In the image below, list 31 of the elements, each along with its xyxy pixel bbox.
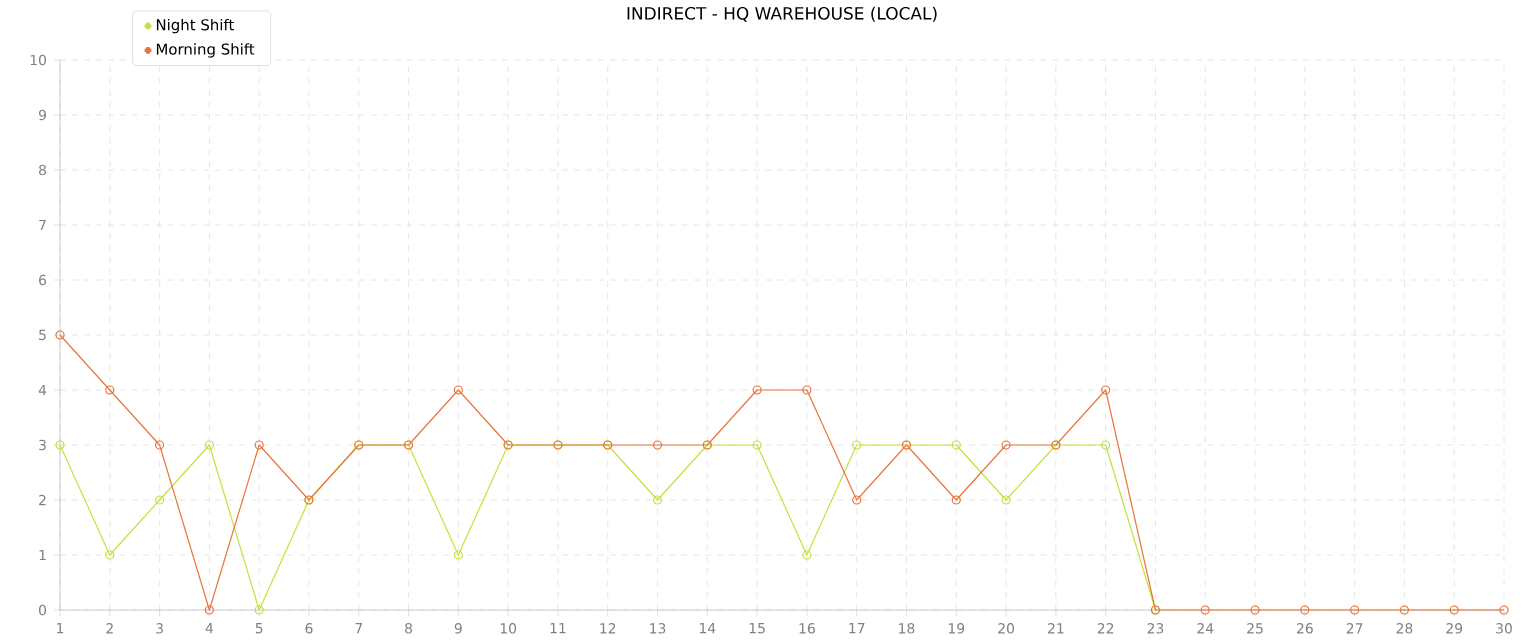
- point: [204, 440, 214, 450]
- point: [1001, 440, 1011, 450]
- point: [105, 385, 115, 395]
- point: [453, 550, 463, 560]
- point: [951, 440, 961, 450]
- point: [105, 550, 115, 560]
- point: [752, 385, 762, 395]
- chart-title: INDIRECT - HQ WAREHOUSE (LOCAL): [627, 6, 937, 22]
- point: [1200, 605, 1210, 615]
- point: [1300, 605, 1310, 615]
- point: [453, 385, 463, 395]
- point: [652, 440, 663, 450]
- point: [254, 605, 264, 615]
- point: [1350, 605, 1360, 615]
- point: [1101, 440, 1111, 450]
- point: [852, 440, 862, 450]
- point: [1250, 605, 1260, 615]
- point: [154, 495, 165, 505]
- point: [752, 440, 762, 450]
- point: [802, 550, 812, 560]
- point: [1001, 495, 1011, 505]
- point: [802, 385, 812, 395]
- point: [154, 440, 165, 450]
- point: [1399, 605, 1410, 615]
- point: [852, 495, 862, 505]
- point: [204, 605, 214, 615]
- point: [951, 495, 961, 505]
- point: [1449, 605, 1459, 615]
- point: [1101, 385, 1111, 395]
- point: [652, 495, 663, 505]
- point: [254, 440, 264, 450]
